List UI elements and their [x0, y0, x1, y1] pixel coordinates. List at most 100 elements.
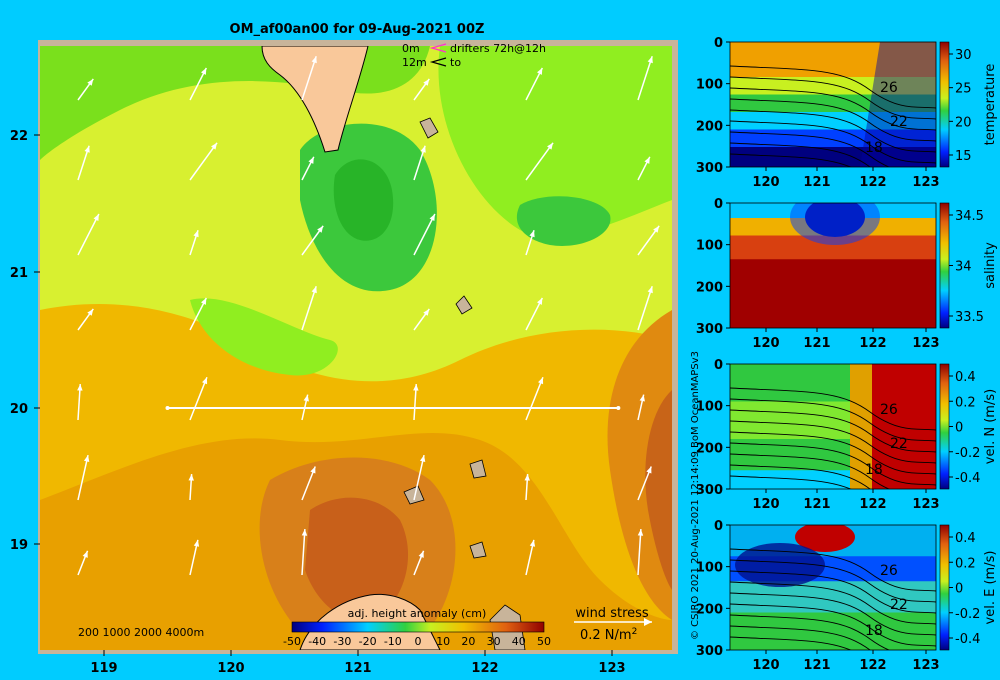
section-transect-line [165, 406, 621, 410]
section-lon-tick: 121 [803, 497, 830, 512]
wind-arrow-head [77, 384, 83, 391]
colorbar-tick-label: 20 [461, 635, 475, 648]
wind-arrow-head [317, 225, 324, 233]
wind-arrow [77, 213, 100, 256]
section-depth-tick: 300 [696, 644, 723, 659]
wind-arrow-head [637, 529, 644, 536]
section-depth-tick: 100 [696, 239, 723, 254]
wind-arrow [301, 56, 317, 101]
section-depth-tick: 100 [696, 561, 723, 576]
wind-arrow-head [423, 308, 430, 316]
wind-arrow-head [538, 377, 544, 385]
wind-arrow-head [311, 56, 317, 64]
drifter-marker-icon [429, 43, 447, 53]
section-depth-tick: 0 [714, 36, 723, 51]
wind-arrow-head [84, 145, 90, 153]
wind-arrow-head [653, 225, 660, 233]
section-depth-tick: 0 [714, 358, 723, 373]
section-variable-label: vel. E (m/s) [983, 551, 998, 625]
section-colorbar [939, 524, 950, 651]
wind-arrow-head [303, 394, 309, 402]
section-variable-label: salinity [983, 242, 998, 289]
section-depth-tick: 100 [696, 400, 723, 415]
contour-label: 22 [890, 114, 908, 130]
section-depth-tick: 0 [714, 197, 723, 212]
section-colorbar [939, 363, 950, 490]
wind-arrow-head [646, 466, 652, 474]
wind-arrow-head [301, 529, 308, 536]
wind-stress-arrows [77, 56, 660, 576]
batanes-island-a [455, 295, 473, 315]
wind-arrow-head [82, 550, 88, 558]
section-lon-tick: 123 [912, 336, 939, 351]
wind-arrow-head [87, 78, 94, 86]
colorbar-tick-label: 0 [415, 635, 422, 648]
section-colorbar-tick: 34.5 [955, 209, 984, 224]
section-field: 26 22 18 [730, 525, 936, 650]
section-lon-tick: 122 [859, 336, 886, 351]
wind-arrow-head [193, 539, 200, 547]
contour-label: 22 [890, 436, 908, 452]
contour-label: 22 [890, 597, 908, 613]
section-field: 26 22 18 [730, 42, 936, 167]
wind-arrow-head [188, 474, 194, 481]
map-x-tick-label: 120 [217, 661, 244, 676]
batanes-island-b [469, 459, 487, 479]
section-lon-tick: 122 [859, 175, 886, 190]
colorbar-tick-label: 30 [487, 635, 501, 648]
section-lon-tick: 123 [912, 658, 939, 673]
map-y-tick-label: 22 [10, 129, 28, 144]
section-colorbar-tick: 33.5 [955, 310, 984, 325]
map-x-tick-label: 119 [90, 661, 117, 676]
section-lon-tick: 120 [752, 497, 779, 512]
wind-arrow-head [420, 145, 426, 153]
section-lon-tick: 121 [803, 658, 830, 673]
section-lon-tick: 120 [752, 175, 779, 190]
section-colorbar-tick: 0.4 [955, 370, 976, 385]
colorbar-tick-label: 10 [436, 635, 450, 648]
map-y-tick-label: 19 [10, 538, 28, 553]
section-colorbar-tick: 0.4 [955, 531, 976, 546]
section-lon-tick: 122 [859, 497, 886, 512]
wind-arrow-head [418, 550, 424, 558]
section-colorbar-tick: 30 [955, 48, 972, 63]
depth-bottom-label: 12m [402, 56, 427, 69]
section-variable-label: temperature [983, 64, 998, 146]
wind-arrow [525, 376, 544, 421]
map-x-tick-label: 121 [344, 661, 371, 676]
colorbar-scale [291, 621, 545, 633]
section-colorbar-tick: 0.2 [955, 395, 976, 410]
section-lon-tick: 123 [912, 497, 939, 512]
section-colorbar-tick: 0 [955, 582, 963, 597]
wind-arrow-head [419, 455, 426, 462]
section-colorbar-tick: 15 [955, 149, 972, 164]
wind-arrow-head [536, 297, 543, 305]
wind-arrow [77, 454, 89, 501]
wind-arrow-head [644, 156, 650, 164]
section-depth-tick: 300 [696, 322, 723, 337]
orchid-island [419, 117, 439, 139]
colorbar-tick-label: -50 [283, 635, 301, 648]
wind-arrow-head [529, 539, 536, 547]
wind-arrow [301, 286, 317, 331]
section-colorbar [939, 202, 950, 329]
height-anomaly-colorbar: adj. height anomaly (cm) -50 -40 -30 -20 -10… [283, 607, 551, 648]
wind-arrow [525, 142, 554, 181]
wind-arrow-head [93, 214, 99, 221]
colorbar-tick-label: -40 [308, 635, 326, 648]
section-lon-tick: 120 [752, 658, 779, 673]
section-colorbar-tick: -0.2 [955, 446, 980, 461]
contour-label: 26 [880, 80, 898, 96]
section-colorbar-tick: -0.4 [955, 632, 980, 647]
bathymetry-labels: 200 1000 2000 4000m [78, 626, 204, 639]
wind-arrow-head [87, 308, 94, 316]
wind-scale-value: 0.2 N/m [580, 628, 632, 643]
section-panel-salinity: 0 100 200 300 120 121 122 123 34.5 34 33.5 salinity [696, 197, 998, 351]
section-depth-tick: 100 [696, 78, 723, 93]
wind-arrow [637, 56, 653, 101]
contour-label: 18 [865, 140, 883, 156]
wind-arrow-head [83, 455, 90, 462]
map-y-tick-label: 20 [10, 402, 28, 417]
section-frame [729, 202, 937, 329]
